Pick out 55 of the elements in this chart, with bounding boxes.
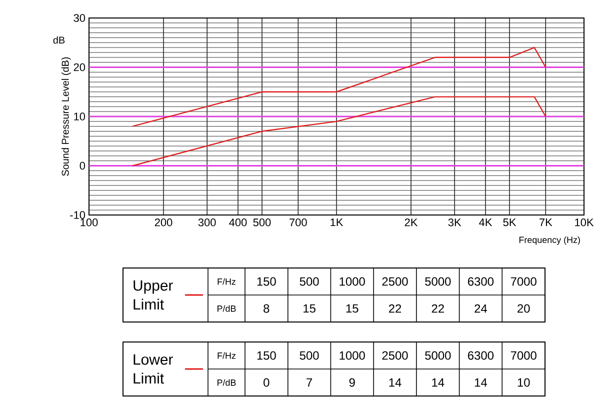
text: 7 (306, 378, 312, 387)
x-tick-label: 4K (479, 218, 492, 226)
text: 24 (474, 304, 487, 313)
x-tick-label: 10K (575, 218, 594, 226)
x-axis-title: Frequency (Hz) (519, 236, 580, 245)
x-tick-label: 200 (154, 218, 172, 226)
text: 150 (257, 351, 276, 360)
text: 22 (388, 304, 402, 313)
x-tick-label: 500 (253, 218, 271, 226)
x-tick-label: 100 (80, 218, 98, 226)
y-tick-label: -10 (70, 211, 86, 219)
x-tick-label: 300 (198, 218, 216, 226)
text: 2500 (382, 277, 408, 286)
text: 0 (264, 378, 270, 387)
x-tick-label: 700 (290, 218, 307, 226)
text: 150 (257, 277, 276, 286)
text: 7000 (510, 351, 536, 360)
text: 14 (432, 378, 444, 387)
x-tick-label: 5K (503, 218, 516, 226)
y-tick-label: 20 (74, 63, 86, 72)
y-tick-label: 10 (74, 112, 86, 120)
text: 9 (349, 378, 355, 387)
legend-label: Upper Limit (134, 280, 173, 310)
text: 10 (518, 378, 530, 387)
text: 7000 (510, 277, 536, 286)
text: 22 (432, 304, 444, 313)
text: 2500 (382, 351, 408, 360)
y-axis-title: Sound Pressure Level (dB) (61, 57, 71, 176)
text: 500 (300, 277, 319, 286)
x-tick-label: 400 (229, 218, 247, 226)
text: F/Hz (218, 352, 236, 359)
text: 8 (264, 304, 270, 313)
text: P/dB (218, 305, 236, 312)
text: 15 (304, 304, 316, 313)
x-tick-label: 1K (330, 218, 344, 226)
text: 20 (518, 304, 530, 313)
text: 6300 (468, 277, 494, 286)
text: P/dB (218, 379, 236, 386)
text: 1000 (340, 277, 365, 286)
text: F/Hz (218, 278, 236, 285)
text: 1000 (340, 351, 365, 360)
x-tick-label: 3K (448, 218, 462, 226)
text: 14 (389, 378, 402, 387)
text: dB (53, 36, 65, 44)
text: 500 (300, 351, 319, 360)
legend-label: Lower Limit (134, 354, 173, 384)
text: 15 (346, 304, 358, 313)
text: 5000 (425, 351, 451, 360)
x-tick-label: 7K (540, 218, 552, 226)
y-tick-label: 30 (74, 14, 86, 22)
text: 14 (474, 378, 487, 387)
text: 6300 (468, 351, 494, 360)
text: 5000 (425, 277, 451, 286)
x-tick-label: 2K (404, 218, 418, 226)
y-tick-label: 0 (80, 162, 86, 170)
